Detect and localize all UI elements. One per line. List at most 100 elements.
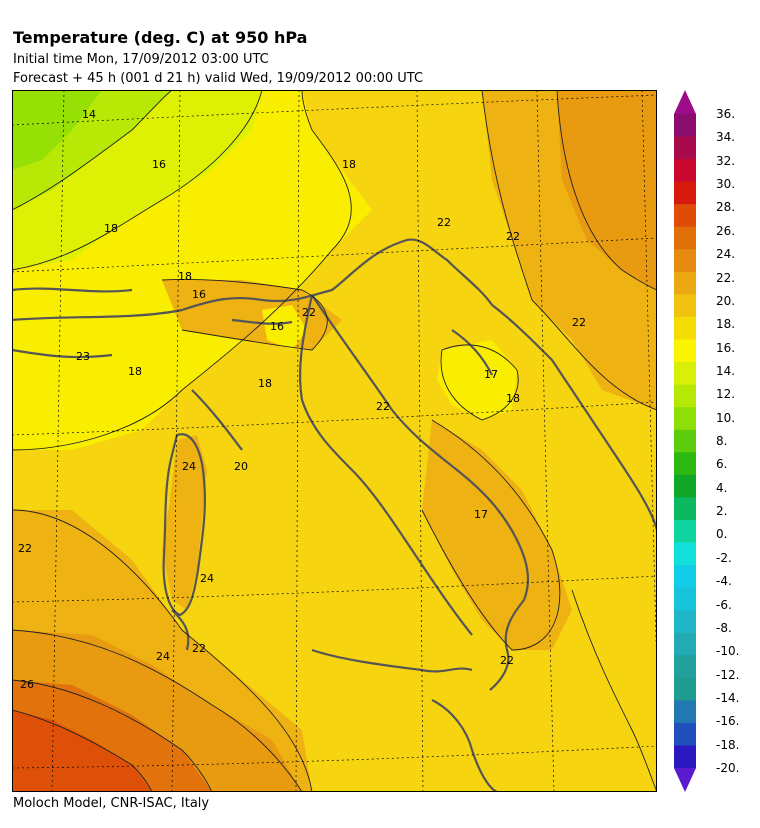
contour-label: 18 [506,392,520,405]
temp-cool-patch-apennines [262,305,307,350]
colorbar-segment [674,519,696,543]
colorbar-label: 20. [716,293,736,308]
colorbar-segment [674,159,696,183]
contour-label: 22 [302,306,316,319]
colorbar-label: 26. [716,223,736,238]
colorbar-segment [674,181,696,205]
temp-cool-patch-balkans [437,340,517,420]
colorbar-segment [674,384,696,408]
colorbar-segment [674,316,696,341]
temp-band-12-14 [12,90,102,170]
colorbar-label: 0. [716,527,728,542]
colorbar-segment [674,677,696,701]
colorbar-label: 18. [716,317,736,332]
contour-label: 22 [500,654,514,667]
temp-band-28-30-sw [12,710,152,792]
colorbar-label: 22. [716,270,736,285]
colorbar-segment [674,271,696,295]
color-scale-labels: 36. 34. 32. 30. 28. 26. 24. 22. 20. 18. 16. 14. 12. 1… [716,88,760,794]
colorbar-segment [674,745,696,769]
colorbar-segment [674,114,696,138]
contour-label: 24 [182,460,196,473]
contour-label: 18 [104,222,118,235]
contour-label: 20 [234,460,248,473]
colorbar-label: 14. [716,363,736,378]
colorbar-segment [674,339,696,363]
colorbar-segment [674,565,696,589]
colorbar-label: 6. [716,457,728,472]
contour-label: 22 [437,216,451,229]
colorbar-segment [674,497,696,521]
temperature-map: 14 16 18 18 16 18 18 22 22 16 23 18 17 1… [12,90,657,792]
colorbar-label: 12. [716,387,736,402]
colorbar-segment [674,610,696,634]
colorbar-segment [674,362,696,386]
contour-label: 16 [152,158,166,171]
colorbar-label: 32. [716,153,736,168]
colorbar-label: -10. [716,644,740,659]
colorbar-label: 10. [716,410,736,425]
colorbar-label: -12. [716,667,740,682]
contour-label: 22 [506,230,520,243]
colorbar-label: 34. [716,130,736,145]
colorbar-label: -6. [716,597,732,612]
temp-band-southern-italy [422,420,572,650]
color-scale-bar [674,90,696,792]
colorbar-segment [674,700,696,724]
colorbar-label: -2. [716,550,732,565]
colorbar-segment [674,294,696,318]
colorbar-segment [674,722,696,746]
coastlines [12,238,657,792]
forecast-info: Forecast + 45 h (001 d 21 h) valid Wed, … [13,71,424,86]
colorbar-segment [674,452,696,476]
colorbar-bottom-arrow [674,768,696,792]
colorbar-segment [674,226,696,250]
contour-label: 22 [376,400,390,413]
contour-label: 24 [156,650,170,663]
isotherms [12,90,657,792]
contour-label: 18 [258,377,272,390]
contour-label: 24 [200,572,214,585]
colorbar-label: -16. [716,714,740,729]
contour-label: 22 [572,316,586,329]
temp-band-sardinia [162,435,207,610]
colorbar-segment [674,407,696,431]
contour-label: 22 [18,542,32,555]
colorbar-label: 24. [716,247,736,262]
colorbar-top-arrow [674,90,696,114]
colorbar-segment [674,655,696,679]
colorbar-label: -20. [716,761,740,775]
contour-label: 17 [474,508,488,521]
colorbar-segment [674,136,696,160]
colorbar-label: -18. [716,737,740,752]
colorbar-segment [674,474,696,498]
colorbar-segment [674,204,696,228]
model-credit: Moloch Model, CNR-ISAC, Italy [13,796,210,811]
colorbar-segment [674,249,696,273]
colorbar-label: 2. [716,504,728,519]
colorbar-label: 8. [716,434,728,448]
colorbar-label: -4. [716,574,732,589]
temp-band-24-26-east [557,90,657,290]
contour-label: 17 [484,368,498,381]
map-title: Temperature (deg. C) at 950 hPa [13,28,308,47]
colorbar-label: 30. [716,177,736,192]
contour-label: 18 [342,158,356,171]
colorbar-label: 4. [716,480,728,495]
colorbar-label: -8. [716,620,732,635]
colorbar-label: 28. [716,200,736,215]
colorbar-label: 16. [716,340,736,355]
initial-time: Initial time Mon, 17/09/2012 03:00 UTC [13,52,269,67]
colorbar-segment [674,542,696,566]
contour-label: 14 [82,108,96,121]
colorbar-segment [674,429,696,453]
colorbar-label: 36. [716,107,736,121]
contour-label: 16 [270,320,284,333]
contour-label: 18 [178,270,192,283]
contour-label: 16 [192,288,206,301]
graticule [12,90,657,792]
map-frame [12,90,657,792]
colorbar-label: -14. [716,690,740,705]
contour-label: 18 [128,365,142,378]
colorbar-segment [674,587,696,611]
